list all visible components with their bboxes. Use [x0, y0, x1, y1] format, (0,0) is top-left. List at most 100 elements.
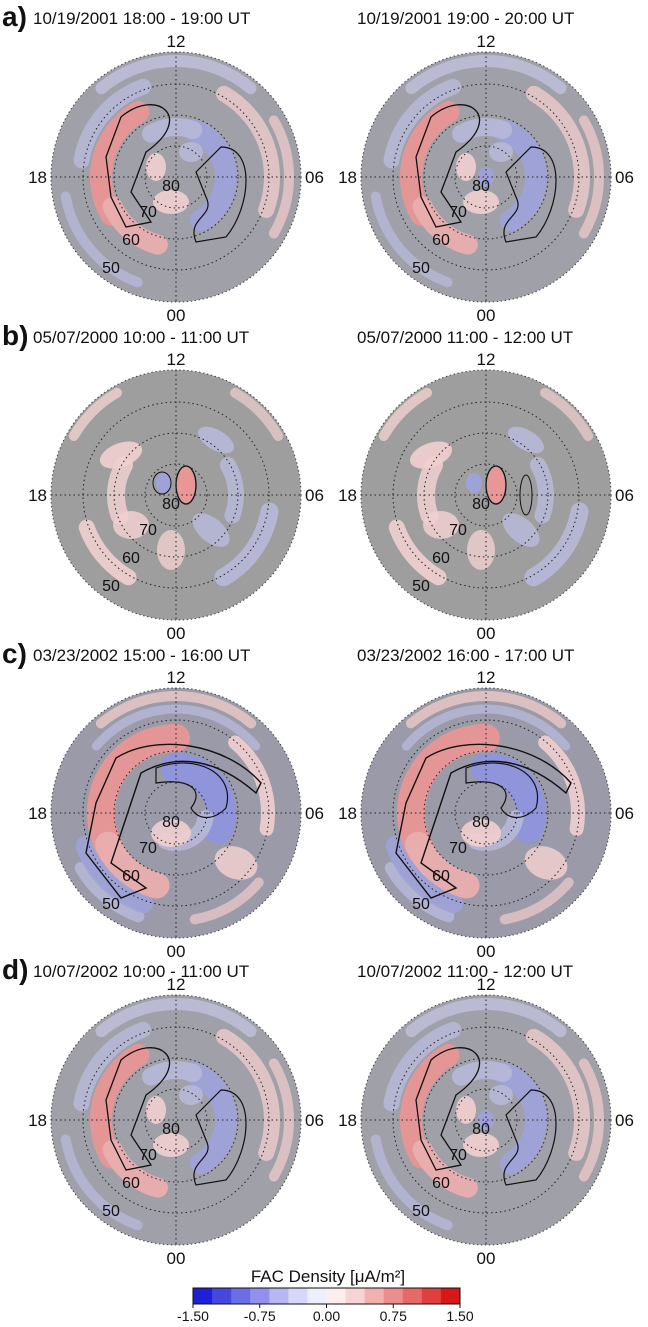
latitude-label-80: 80 [162, 814, 180, 831]
clock-label-dawn: 06 [615, 804, 634, 823]
latitude-label-60: 60 [432, 868, 450, 885]
colorbar-swatch [193, 1288, 213, 1304]
panel-title: 03/23/2002 15:00 - 16:00 UT [33, 646, 250, 665]
clock-label-dusk: 18 [28, 804, 47, 823]
polar-plot-panel: 05/07/2000 10:00 - 11:00 UT 12 00 18 06 80 70 6… [28, 328, 324, 643]
polar-map [50, 369, 302, 621]
colorbar-title: FAC Density [μA/m²] [251, 1267, 405, 1286]
panel-title: 10/07/2002 11:00 - 12:00 UT [357, 962, 573, 981]
latitude-label-50: 50 [102, 578, 120, 595]
latitude-label-60: 60 [122, 1175, 140, 1192]
clock-label-midnight: 00 [477, 624, 496, 643]
clock-label-noon: 12 [167, 32, 186, 51]
latitude-label-70: 70 [449, 840, 467, 857]
latitude-label-60: 60 [122, 550, 140, 567]
latitude-label-50: 50 [412, 578, 430, 595]
polar-map [360, 994, 612, 1246]
colorbar-swatch [326, 1288, 347, 1304]
latitude-label-80: 80 [472, 1121, 490, 1138]
polar-plot-panel: 03/23/2002 16:00 - 17:00 UT 12 00 18 06 80 70 6… [338, 646, 634, 961]
colorbar-tick-label: -1.50 [177, 1308, 209, 1324]
polar-map [360, 687, 612, 939]
panel-title: 10/19/2001 19:00 - 20:00 UT [357, 9, 574, 28]
clock-label-noon: 12 [167, 975, 186, 994]
panel-title: 05/07/2000 11:00 - 12:00 UT [357, 328, 573, 347]
colorbar-swatch [421, 1288, 442, 1304]
colorbar-swatch [288, 1288, 308, 1304]
panel-title: 05/07/2000 10:00 - 11:00 UT [33, 328, 249, 347]
colorbar-swatch [212, 1288, 232, 1304]
latitude-label-70: 70 [449, 204, 467, 221]
latitude-label-50: 50 [102, 1203, 120, 1220]
clock-label-dusk: 18 [28, 486, 47, 505]
clock-label-dusk: 18 [28, 1111, 47, 1130]
clock-label-noon: 12 [167, 350, 186, 369]
latitude-label-50: 50 [102, 896, 120, 913]
latitude-label-80: 80 [472, 814, 490, 831]
latitude-label-80: 80 [472, 496, 490, 513]
clock-label-midnight: 00 [477, 1249, 496, 1268]
colorbar-swatches [192, 1287, 461, 1305]
clock-label-dawn: 06 [305, 1111, 324, 1130]
latitude-label-80: 80 [472, 178, 490, 195]
clock-label-noon: 12 [477, 668, 496, 687]
polar-plot-panel: 05/07/2000 11:00 - 12:00 UT 12 00 18 06 80 70 6… [338, 328, 634, 643]
colorbar-swatch [345, 1288, 366, 1304]
polar-plot-panel: 10/19/2001 19:00 - 20:00 UT 12 00 18 06 80 70 6… [338, 9, 634, 325]
clock-label-midnight: 00 [477, 942, 496, 961]
colorbar-swatch [269, 1288, 289, 1304]
polar-map [360, 51, 612, 303]
colorbar-tick-label: 0.75 [380, 1308, 407, 1324]
latitude-label-60: 60 [122, 232, 140, 249]
clock-label-dusk: 18 [338, 486, 357, 505]
colorbar-swatch [231, 1288, 251, 1304]
clock-label-midnight: 00 [167, 624, 186, 643]
clock-label-noon: 12 [477, 32, 496, 51]
panel-title: 03/23/2002 16:00 - 17:00 UT [357, 646, 574, 665]
latitude-label-70: 70 [139, 204, 157, 221]
row-label: c) [2, 638, 27, 669]
latitude-label-60: 60 [432, 1175, 450, 1192]
polar-plot-panel: 03/23/2002 15:00 - 16:00 UT 12 00 18 06 80 70 6… [28, 646, 324, 961]
latitude-label-80: 80 [162, 496, 180, 513]
colorbar-swatch [402, 1288, 423, 1304]
colorbar-tick-label: 0.00 [313, 1308, 340, 1324]
latitude-label-70: 70 [139, 1147, 157, 1164]
panel-title: 10/07/2002 10:00 - 11:00 UT [33, 962, 249, 981]
clock-label-dawn: 06 [615, 1111, 634, 1130]
clock-label-noon: 12 [167, 668, 186, 687]
latitude-label-60: 60 [432, 550, 450, 567]
panel-grid: a) 10/19/2001 18:00 - 19:00 UT 12 00 18 06 80 7… [2, 1, 634, 1268]
latitude-label-80: 80 [162, 178, 180, 195]
polar-map [360, 369, 612, 621]
clock-label-midnight: 00 [167, 1249, 186, 1268]
clock-label-dawn: 06 [305, 168, 324, 187]
clock-label-noon: 12 [477, 350, 496, 369]
clock-label-dusk: 18 [338, 804, 357, 823]
clock-label-dawn: 06 [305, 486, 324, 505]
row-b: b) 05/07/2000 10:00 - 11:00 UT 12 00 18 06 80 7… [2, 320, 634, 643]
panel-title: 10/19/2001 18:00 - 19:00 UT [33, 9, 250, 28]
polar-map [50, 994, 302, 1246]
latitude-label-50: 50 [412, 1203, 430, 1220]
clock-label-dusk: 18 [338, 168, 357, 187]
clock-label-dusk: 18 [28, 168, 47, 187]
latitude-label-70: 70 [139, 840, 157, 857]
clock-label-dawn: 06 [615, 168, 634, 187]
colorbar-swatch [250, 1288, 270, 1304]
latitude-label-70: 70 [449, 522, 467, 539]
row-a: a) 10/19/2001 18:00 - 19:00 UT 12 00 18 06 80 7… [2, 1, 634, 325]
clock-label-noon: 12 [477, 975, 496, 994]
polar-plot-panel: 10/19/2001 18:00 - 19:00 UT 12 00 18 06 80 70 6… [28, 9, 324, 325]
row-label: d) [2, 954, 28, 985]
latitude-label-50: 50 [102, 260, 120, 277]
polar-map [50, 687, 302, 939]
latitude-label-60: 60 [122, 868, 140, 885]
polar-map [50, 51, 302, 303]
latitude-label-50: 50 [412, 260, 430, 277]
colorbar: FAC Density [μA/m²] -1.50 -0.75 0.00 0.75 1.… [177, 1267, 474, 1324]
colorbar-tick-label: -0.75 [244, 1308, 276, 1324]
